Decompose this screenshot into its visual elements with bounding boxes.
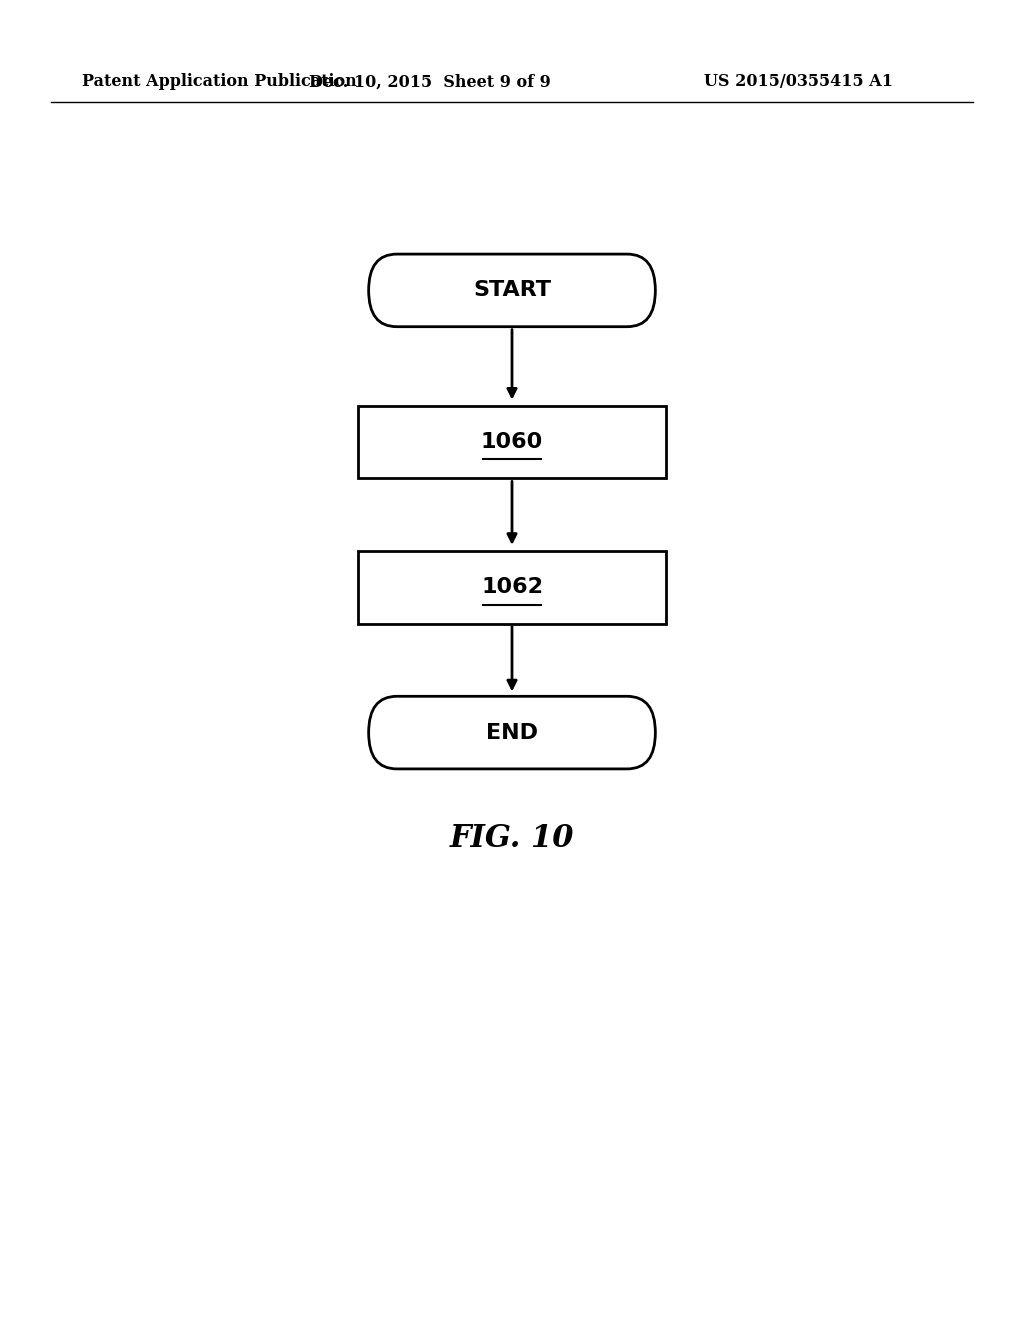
Text: US 2015/0355415 A1: US 2015/0355415 A1 [705,74,893,90]
Text: 1060: 1060 [481,432,543,453]
Text: START: START [473,280,551,301]
Bar [358,552,666,623]
Bar [358,405,666,478]
FancyBboxPatch shape [369,253,655,326]
Text: END: END [486,722,538,743]
Text: 1062: 1062 [481,577,543,598]
Text: FIG. 10: FIG. 10 [450,822,574,854]
Text: Patent Application Publication: Patent Application Publication [82,74,356,90]
Text: Dec. 10, 2015  Sheet 9 of 9: Dec. 10, 2015 Sheet 9 of 9 [309,74,551,90]
FancyBboxPatch shape [369,697,655,768]
